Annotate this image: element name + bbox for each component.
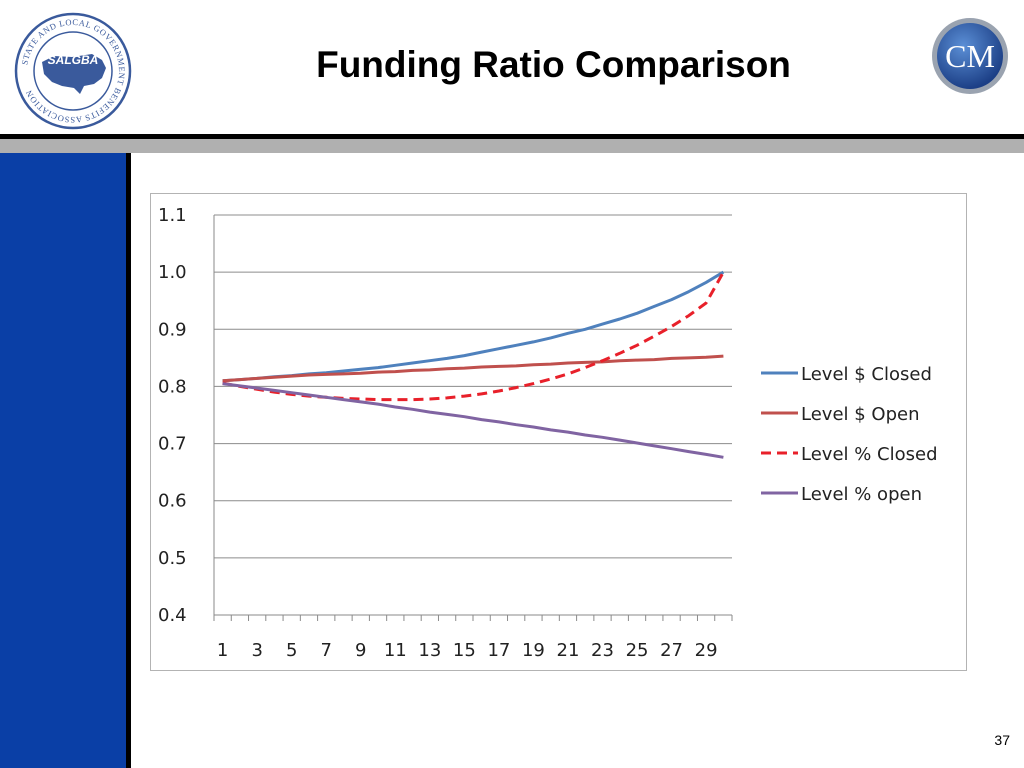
chart-series <box>222 270 725 459</box>
y-tick-label: 0.5 <box>158 548 187 569</box>
series-line-level-closed <box>222 270 725 383</box>
series-line-level-open <box>222 382 724 459</box>
x-tick-label: 17 <box>487 640 510 661</box>
cm-logo-text: CM <box>945 38 995 74</box>
x-tick-label: 13 <box>418 640 441 661</box>
header-rule <box>0 134 1024 139</box>
x-tick-label: 27 <box>660 640 683 661</box>
legend-label: Level $ Closed <box>801 364 932 385</box>
salgba-logo-text: SALGBA <box>48 53 99 67</box>
legend-label: Level % open <box>801 484 922 505</box>
y-tick-label: 0.6 <box>158 491 187 512</box>
y-tick-label: 0.9 <box>158 319 187 340</box>
x-tick-label: 21 <box>557 640 580 661</box>
x-axis-tick-labels: 1 3 5 7 9 11 13 15 17 19 21 23 25 27 29 <box>217 640 718 661</box>
y-tick-label: 0.8 <box>158 376 187 397</box>
y-tick-label: 0.7 <box>158 434 187 455</box>
x-tick-label: 3 <box>251 640 262 661</box>
chart-gridlines <box>214 214 732 616</box>
funding-ratio-chart: 0.40.50.60.70.80.91.01.1 1 3 5 7 9 11 13 15 17 19… <box>158 205 938 661</box>
chart-axes <box>213 215 733 621</box>
x-tick-label: 23 <box>591 640 614 661</box>
salgba-seal-logo: STATE AND LOCAL GOVERNMENT BENEFITS ASSO… <box>14 12 132 130</box>
x-tick-label: 15 <box>453 640 476 661</box>
chart-legend: Level $ Closed Level $ Open Level % Closed… <box>761 364 938 505</box>
cm-logo: CM <box>932 18 1008 94</box>
series-line-level-open <box>222 354 724 383</box>
x-tick-label: 11 <box>384 640 407 661</box>
slide-title: Funding Ratio Comparison <box>316 44 791 85</box>
x-tick-label: 29 <box>695 640 718 661</box>
x-tick-label: 5 <box>286 640 297 661</box>
sidebar-dark-edge <box>126 153 131 768</box>
slide-header: Funding Ratio Comparison STATE AND LOCAL… <box>0 0 1024 134</box>
sidebar-blue-bar <box>0 153 126 768</box>
y-axis-tick-labels: 0.4 0.5 0.6 0.7 0.8 0.9 1.0 1.1 <box>158 205 187 626</box>
series-line-level-closed <box>222 271 725 402</box>
y-tick-label: 0.4 <box>158 605 187 626</box>
x-tick-label: 19 <box>522 640 545 661</box>
page-number: 37 <box>994 732 1010 748</box>
x-tick-label: 25 <box>626 640 649 661</box>
x-tick-label: 7 <box>321 640 332 661</box>
x-tick-label: 1 <box>217 640 228 661</box>
header-band <box>0 139 1024 153</box>
y-tick-label: 1.1 <box>158 205 187 226</box>
legend-label: Level $ Open <box>801 404 920 425</box>
legend-label: Level % Closed <box>801 444 938 465</box>
x-tick-label: 9 <box>355 640 366 661</box>
y-tick-label: 1.0 <box>158 262 187 283</box>
